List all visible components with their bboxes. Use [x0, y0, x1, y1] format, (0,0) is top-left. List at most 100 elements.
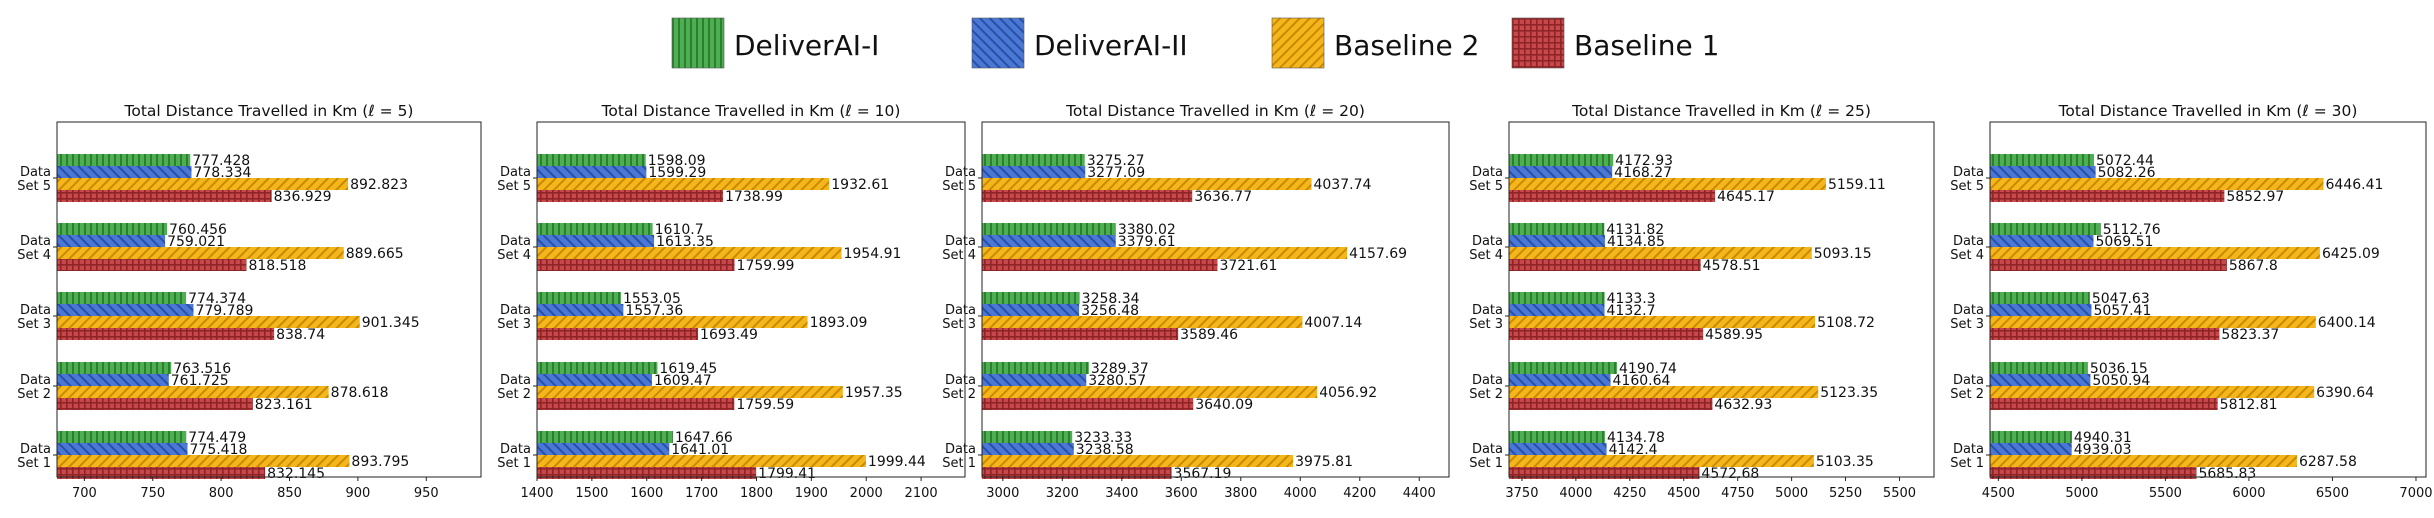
bar-baseline-2-set-3 — [537, 316, 808, 328]
x-tick-label: 6000 — [2232, 486, 2265, 501]
bar-baseline-2-set-2 — [57, 386, 329, 398]
data-label: 5108.72 — [1817, 315, 1875, 331]
data-label: 1613.35 — [656, 234, 714, 250]
data-label: 4190.74 — [1619, 361, 1677, 377]
data-label: 889.665 — [346, 246, 404, 262]
bar-baseline-1-set-1 — [982, 467, 1172, 479]
data-label: 1954.91 — [843, 246, 901, 262]
plot-frame — [981, 121, 1450, 478]
data-label: 892.823 — [350, 177, 408, 193]
plot-frame — [56, 121, 482, 478]
chart-title: Total Distance Travelled in Km (ℓ = 20) — [1065, 102, 1365, 120]
x-tick-label: 4500 — [1982, 486, 2015, 501]
bar-baseline-1-set-3 — [57, 328, 275, 340]
data-label: 901.345 — [362, 315, 420, 331]
bar-deliverai-i-set-1 — [57, 431, 187, 443]
plot-frame — [1508, 121, 1935, 478]
bar-baseline-1-set-3 — [1990, 328, 2220, 340]
bar-deliverai-i-set-1 — [982, 431, 1073, 443]
legend-item-deliverai-i: DeliverAI-I — [671, 17, 879, 69]
data-label: 6287.58 — [2299, 454, 2357, 470]
data-label: 778.334 — [193, 165, 251, 181]
legend-swatch — [1271, 17, 1325, 69]
bar-baseline-2-set-4 — [1509, 247, 1812, 259]
bar-baseline-1-set-2 — [1509, 398, 1713, 410]
data-label: 1599.29 — [648, 165, 706, 181]
data-label: 4007.14 — [1304, 315, 1362, 331]
bar-deliverai-ii-set-5 — [1990, 166, 2096, 178]
bar-deliverai-ii-set-2 — [57, 374, 169, 386]
data-label: 5050.94 — [2092, 373, 2150, 389]
bar-baseline-2-set-1 — [537, 455, 866, 467]
x-tick-label: 3400 — [1105, 486, 1138, 501]
data-label: 5112.76 — [2103, 222, 2161, 238]
data-label: 823.161 — [255, 397, 313, 413]
bar-baseline-1-set-4 — [57, 259, 247, 271]
data-label: 3640.09 — [1195, 397, 1253, 413]
bar-baseline-2-set-3 — [1990, 316, 2316, 328]
x-tick-label: 4000 — [1559, 486, 1592, 501]
y-tick-label: Data Set 3 — [942, 303, 976, 332]
x-tick-label: 950 — [414, 486, 439, 501]
data-label: 5072.44 — [2096, 153, 2154, 169]
x-tick-label: 6500 — [2316, 486, 2349, 501]
y-tick-label: Data Set 3 — [497, 303, 531, 332]
x-tick-label: 1600 — [630, 486, 663, 501]
data-label: 5159.11 — [1828, 177, 1886, 193]
bar-deliverai-i-set-5 — [1509, 154, 1614, 166]
y-tick-label: Data Set 1 — [497, 442, 531, 471]
x-tick-label: 3600 — [1165, 486, 1198, 501]
bar-deliverai-i-set-2 — [1990, 362, 2088, 374]
data-label: 832.145 — [267, 466, 325, 482]
data-label: 3277.09 — [1087, 165, 1145, 181]
x-tick-label: 750 — [140, 486, 165, 501]
legend-item-baseline-2: Baseline 2 — [1271, 17, 1479, 69]
chart-panel-3: Total Distance Travelled in Km (ℓ = 20) 3… — [942, 102, 1450, 501]
bar-baseline-1-set-5 — [1509, 190, 1716, 202]
x-tick-label: 5500 — [1883, 486, 1916, 501]
data-label: 775.418 — [190, 442, 248, 458]
bar-deliverai-i-set-5 — [537, 154, 646, 166]
bar-baseline-2-set-2 — [537, 386, 843, 398]
bar-baseline-2-set-3 — [1509, 316, 1816, 328]
x-tick-label: 5000 — [1775, 486, 1808, 501]
data-label: 4645.17 — [1717, 189, 1775, 205]
data-label: 1598.09 — [648, 153, 706, 169]
chart-title: Total Distance Travelled in Km (ℓ = 25) — [1571, 102, 1871, 120]
x-tick-label: 3200 — [1046, 486, 1079, 501]
data-label: 5123.35 — [1820, 385, 1878, 401]
x-tick-label: 5250 — [1829, 486, 1862, 501]
data-label: 5069.51 — [2095, 234, 2153, 250]
data-label: 1893.09 — [810, 315, 868, 331]
data-label: 6425.09 — [2322, 246, 2380, 262]
data-label: 4132.7 — [1607, 303, 1656, 319]
data-label: 5685.83 — [2198, 466, 2256, 482]
y-tick-label: Data Set 5 — [1950, 165, 1984, 194]
data-label: 1609.47 — [654, 373, 712, 389]
bar-deliverai-ii-set-2 — [1509, 374, 1611, 386]
y-tick-label: Data Set 2 — [1469, 373, 1503, 402]
data-label: 4632.93 — [1714, 397, 1772, 413]
data-label: 1799.41 — [758, 466, 816, 482]
x-tick-label: 4750 — [1721, 486, 1754, 501]
data-label: 774.374 — [188, 291, 246, 307]
bar-deliverai-ii-set-1 — [1990, 443, 2072, 455]
y-tick-label: Data Set 4 — [942, 234, 976, 263]
data-label: 893.795 — [351, 454, 409, 470]
bar-baseline-1-set-4 — [537, 259, 735, 271]
bar-baseline-1-set-2 — [57, 398, 253, 410]
bar-deliverai-ii-set-2 — [1990, 374, 2091, 386]
bar-deliverai-i-set-4 — [982, 223, 1116, 235]
data-label: 759.021 — [167, 234, 225, 250]
data-label: 5823.37 — [2221, 327, 2279, 343]
bar-deliverai-i-set-2 — [57, 362, 172, 374]
bar-deliverai-i-set-3 — [537, 292, 621, 304]
bar-deliverai-ii-set-4 — [1990, 235, 2094, 247]
data-label: 3975.81 — [1295, 454, 1353, 470]
x-tick-label: 2100 — [905, 486, 938, 501]
y-tick-label: Data Set 1 — [17, 442, 51, 471]
legend-label: Baseline 2 — [1334, 29, 1479, 62]
x-tick-label: 5000 — [2065, 486, 2098, 501]
bar-deliverai-ii-set-5 — [57, 166, 192, 178]
bar-deliverai-ii-set-4 — [57, 235, 166, 247]
